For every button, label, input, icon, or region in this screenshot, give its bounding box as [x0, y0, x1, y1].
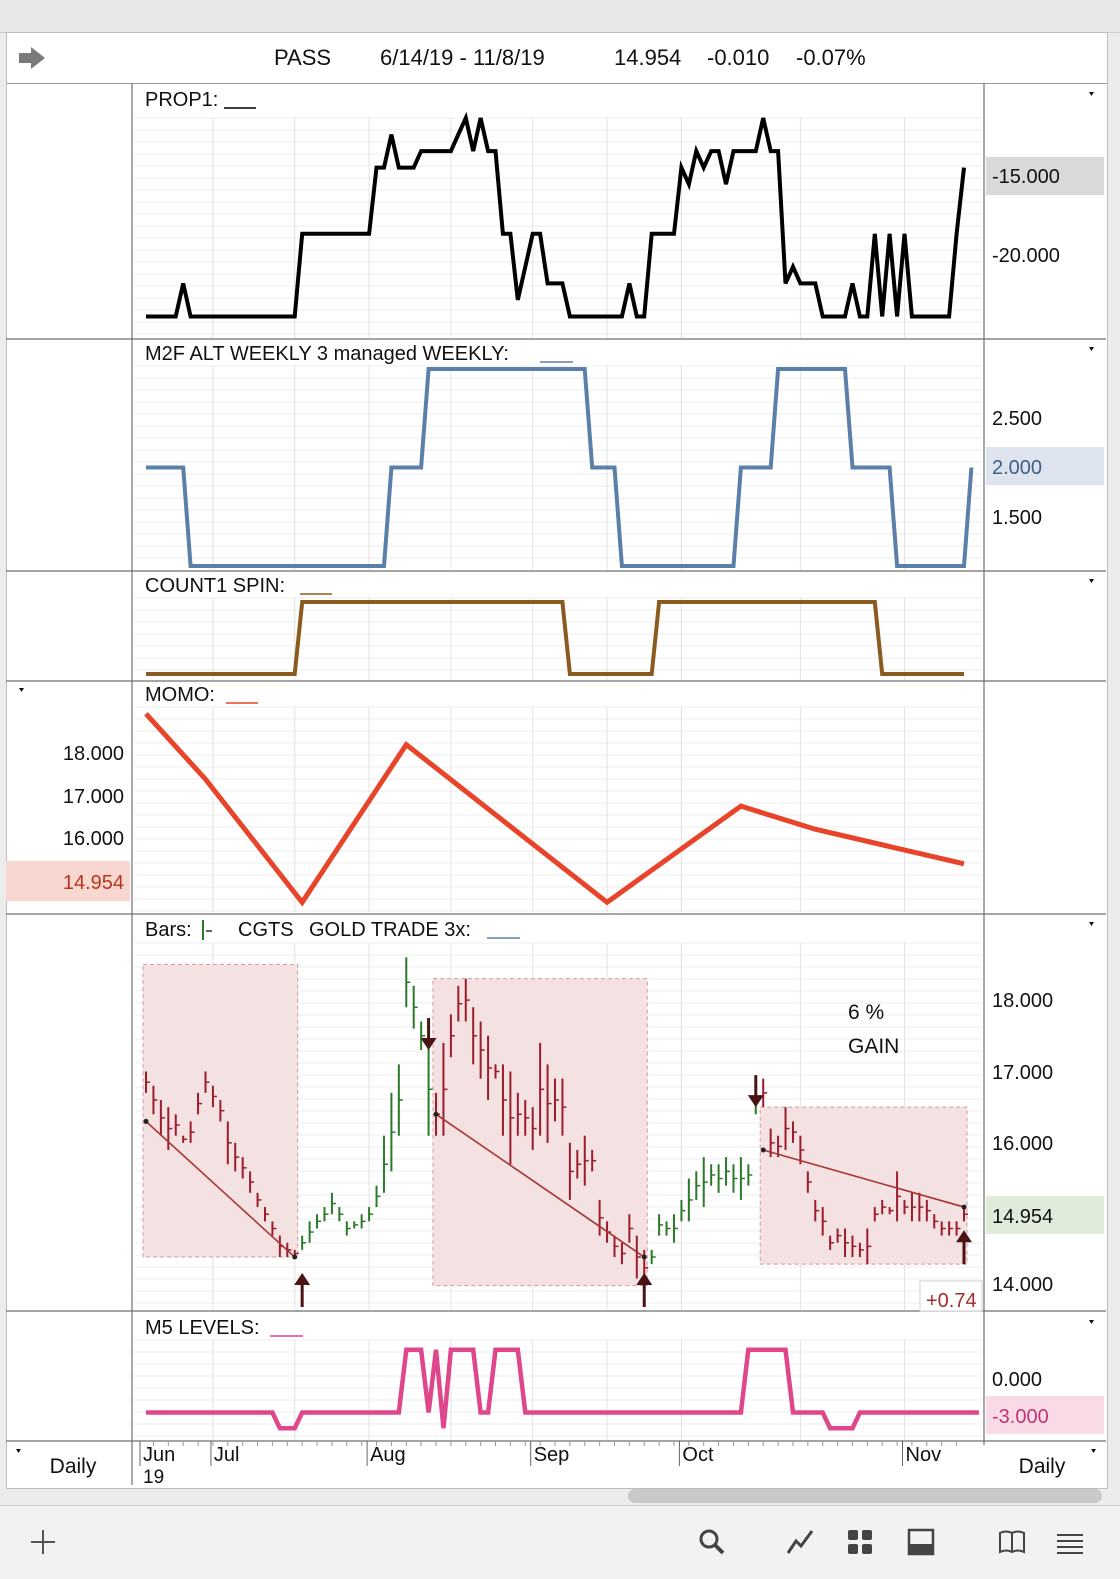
year-label: 19 [143, 1467, 164, 1488]
down-arrow-head [747, 1095, 764, 1108]
bars-value-badge: 14.954 [992, 1206, 1053, 1228]
bars-name-label: GOLD TRADE 3x: [309, 919, 471, 941]
signal-arrows-layer [294, 1018, 972, 1308]
price-bars-layer [145, 957, 968, 1286]
last-price: 14.954 [614, 45, 682, 70]
prop1-series-line [146, 111, 966, 319]
line-chart-icon[interactable] [785, 1527, 815, 1557]
m2f-tick: 2.500 [992, 408, 1042, 430]
momo-tick: 16.000 [63, 828, 124, 850]
period-selector-left[interactable]: Daily [50, 1455, 97, 1478]
m2f-label: M2F ALT WEEKLY 3 managed WEEKLY: [145, 343, 509, 365]
up-arrow-head [294, 1273, 311, 1286]
m5-series-line [146, 1347, 979, 1431]
bars-tick: 18.000 [992, 990, 1053, 1012]
m2f-value-badge: 2.000 [992, 457, 1042, 479]
month-label: Oct [682, 1444, 714, 1466]
chevron-down-icon [1089, 347, 1094, 351]
chevron-down-icon [1089, 1320, 1094, 1324]
chevron-down-icon [1091, 1449, 1096, 1453]
prop1-label: PROP1: [145, 89, 218, 111]
trend-start-dot [760, 1147, 766, 1153]
trend-end-dot [292, 1254, 298, 1260]
book-icon[interactable] [997, 1527, 1027, 1557]
bars-tick: 14.000 [992, 1274, 1053, 1296]
trend-start-dot [433, 1111, 439, 1117]
forward-arrow-icon[interactable] [17, 45, 47, 71]
gain-badge-bg [919, 1280, 983, 1312]
momo-series-line [144, 712, 965, 907]
prop1-value-badge-bg [986, 157, 1104, 195]
trend-start-dot [143, 1118, 149, 1124]
trend-line [762, 1149, 965, 1208]
add-icon[interactable] [28, 1527, 58, 1557]
m2f-value-badge-bg [986, 447, 1104, 485]
price-change: -0.010 [707, 45, 770, 70]
bottom-toolbar [0, 1505, 1120, 1579]
trend-line [145, 1120, 296, 1258]
prop1-value-badge: -15.000 [992, 166, 1060, 188]
m5-label: M5 LEVELS: [145, 1317, 260, 1339]
bars-label: Bars: [145, 919, 192, 941]
symbol-label: PASS [274, 45, 332, 70]
momo-tick: 17.000 [63, 786, 124, 808]
trend-end-dot [641, 1254, 647, 1260]
price-change-percent: -0.07% [796, 45, 866, 70]
month-label: Nov [906, 1444, 942, 1466]
up-arrow-head [636, 1273, 653, 1286]
m2f-tick: 1.500 [992, 507, 1042, 529]
chevron-down-icon [1089, 579, 1094, 583]
trend-end-dot [961, 1204, 967, 1210]
chevron-down-icon [16, 1449, 21, 1453]
signal-box [759, 1106, 968, 1265]
bars-tick: 17.000 [992, 1062, 1053, 1084]
momo-tick: 18.000 [63, 743, 124, 765]
horizontal-scrollbar[interactable] [628, 1489, 1102, 1503]
down-arrow-head [420, 1038, 437, 1051]
trend-lines-layer [143, 1111, 967, 1260]
up-arrow-head [956, 1230, 972, 1243]
m5-value-badge: -3.000 [992, 1406, 1049, 1428]
chart-header: PASS 6/14/19 - 11/8/19 14.954 -0.010 -0.… [7, 33, 1107, 84]
count1-label: COUNT1 SPIN: [145, 575, 285, 597]
chevron-down-icon [1089, 92, 1094, 96]
chart-area: PROP1: M2F ALT WEEKLY 3 managed WEEKLY: … [6, 83, 1106, 1488]
list-icon[interactable] [1055, 1527, 1085, 1557]
panel-icon[interactable] [906, 1527, 936, 1557]
panel-frames [6, 83, 1106, 1485]
period-selector-right[interactable]: Daily [1019, 1455, 1066, 1478]
trend-line [435, 1113, 645, 1258]
momo-label: MOMO: [145, 684, 215, 706]
gain-annotation-text: GAIN [848, 1035, 899, 1058]
month-label: Sep [534, 1444, 570, 1466]
gain-annotation-percent: 6 % [848, 1001, 884, 1024]
m2f-series-line [146, 367, 974, 568]
gain-badge: +0.74 [926, 1290, 977, 1312]
grid-layout-icon[interactable] [845, 1527, 875, 1557]
prop1-tick: -20.000 [992, 245, 1060, 267]
month-label: Jul [214, 1444, 240, 1466]
month-label: Jun [143, 1444, 175, 1466]
m5-tick: 0.000 [992, 1369, 1042, 1391]
bars-tick: 16.000 [992, 1133, 1053, 1155]
bars-symbol-label: CGTS [238, 919, 294, 941]
panel-menu-icons[interactable] [16, 92, 1096, 1453]
m5-value-badge-bg [986, 1396, 1104, 1434]
chevron-down-icon [19, 688, 24, 692]
month-label: Aug [370, 1444, 406, 1466]
momo-value-badge-bg [6, 861, 130, 901]
bars-value-badge-bg [986, 1196, 1104, 1234]
chevron-down-icon [1089, 922, 1094, 926]
month-axis: Jun Jul Aug Sep Oct Nov [139, 1441, 958, 1466]
search-icon[interactable] [697, 1527, 727, 1557]
date-range: 6/14/19 - 11/8/19 [380, 45, 545, 70]
count1-series-line [146, 600, 964, 676]
momo-value-badge: 14.954 [63, 872, 124, 894]
